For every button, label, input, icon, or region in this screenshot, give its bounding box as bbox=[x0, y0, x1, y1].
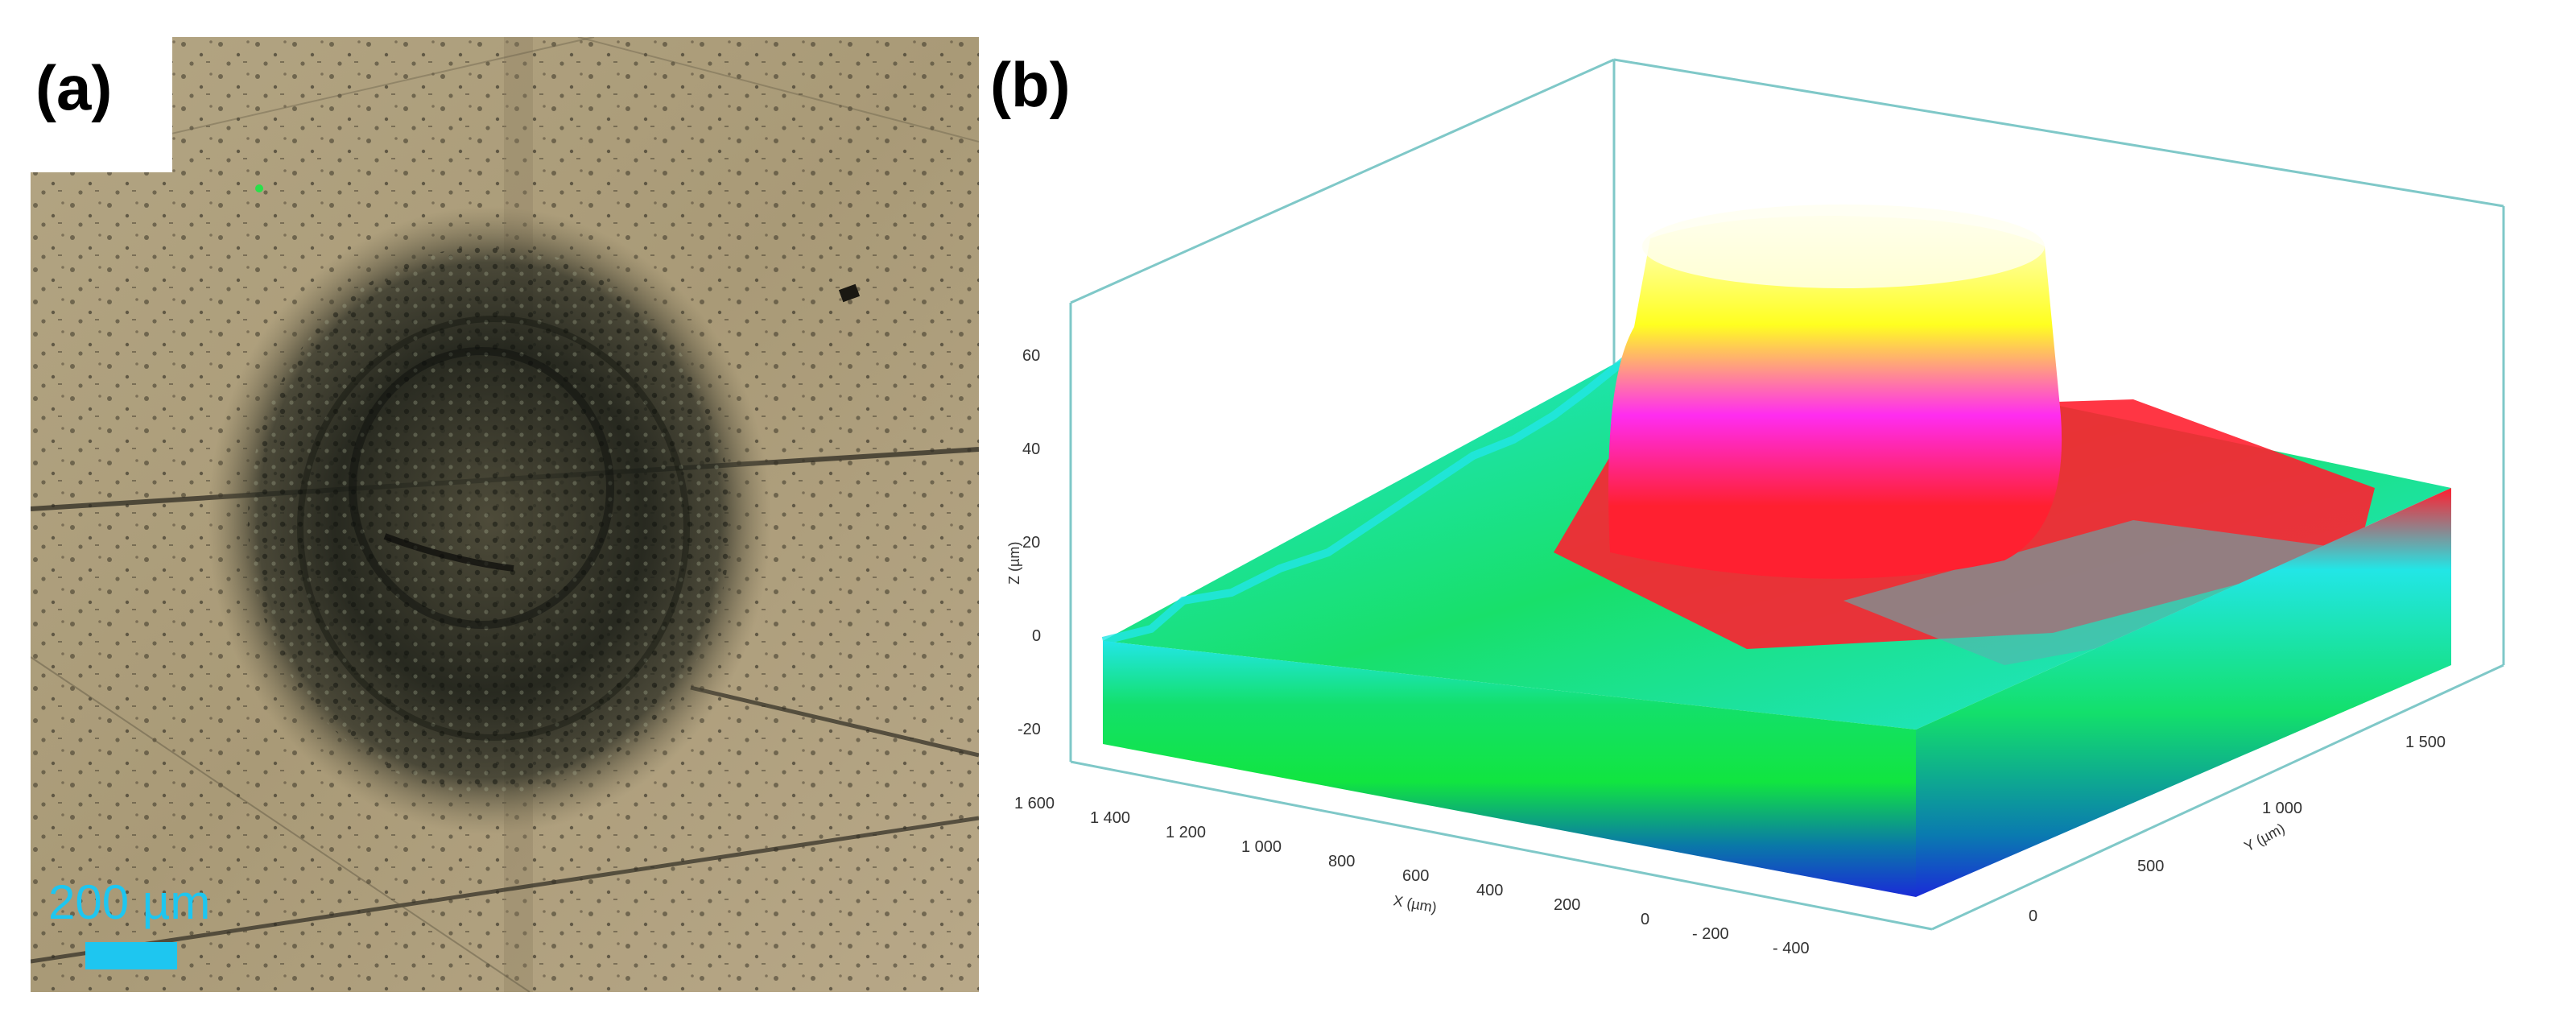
z-tick: 40 bbox=[1022, 440, 1040, 458]
x-tick: 1 200 bbox=[1166, 824, 1206, 841]
z-tick: 60 bbox=[1022, 347, 1040, 365]
z-axis: 60 40 20 0 -20 Z (µm) bbox=[1006, 303, 1072, 762]
x-tick: 400 bbox=[1476, 882, 1503, 899]
y-axis-label: Y (µm) bbox=[2241, 820, 2287, 854]
x-axis: 1 600 1 400 1 200 1 000 800 600 400 200 … bbox=[1014, 795, 1810, 957]
x-tick: 800 bbox=[1328, 853, 1355, 870]
panel-a-label: (a) bbox=[31, 37, 172, 172]
micrograph-panel: (a) 200 µm bbox=[31, 37, 979, 992]
surface-profile-panel: (b) bbox=[990, 37, 2568, 1003]
z-axis-label: Z (µm) bbox=[1006, 542, 1022, 585]
x-tick: 1 000 bbox=[1241, 838, 1282, 856]
x-tick: 1 400 bbox=[1090, 809, 1130, 827]
surface-bump bbox=[1608, 216, 2062, 579]
surface-front-face bbox=[1103, 641, 1916, 897]
y-tick: 0 bbox=[2029, 907, 2037, 925]
micrograph-image bbox=[31, 37, 979, 992]
surface-plot: 60 40 20 0 -20 Z (µm) 1 600 1 400 1 200 … bbox=[1006, 58, 2505, 957]
x-tick: 600 bbox=[1402, 867, 1429, 885]
x-tick: - 200 bbox=[1692, 925, 1729, 943]
y-tick: 500 bbox=[2137, 858, 2164, 875]
x-tick: - 400 bbox=[1773, 940, 1810, 957]
z-tick: -20 bbox=[1018, 721, 1041, 738]
x-tick: 200 bbox=[1554, 896, 1580, 914]
panel-b-label: (b) bbox=[990, 49, 1071, 120]
z-tick: 20 bbox=[1022, 534, 1040, 552]
x-tick: 1 600 bbox=[1014, 795, 1055, 812]
x-axis-label: X (µm) bbox=[1392, 892, 1438, 916]
y-tick: 1 000 bbox=[2262, 800, 2302, 817]
x-tick: 0 bbox=[1641, 911, 1649, 928]
z-tick: 0 bbox=[1032, 627, 1041, 645]
surface-right-face bbox=[1916, 488, 2451, 897]
y-tick: 1 500 bbox=[2405, 734, 2446, 751]
scale-bar-label: 200 µm bbox=[48, 875, 211, 929]
scale-bar bbox=[85, 942, 177, 969]
